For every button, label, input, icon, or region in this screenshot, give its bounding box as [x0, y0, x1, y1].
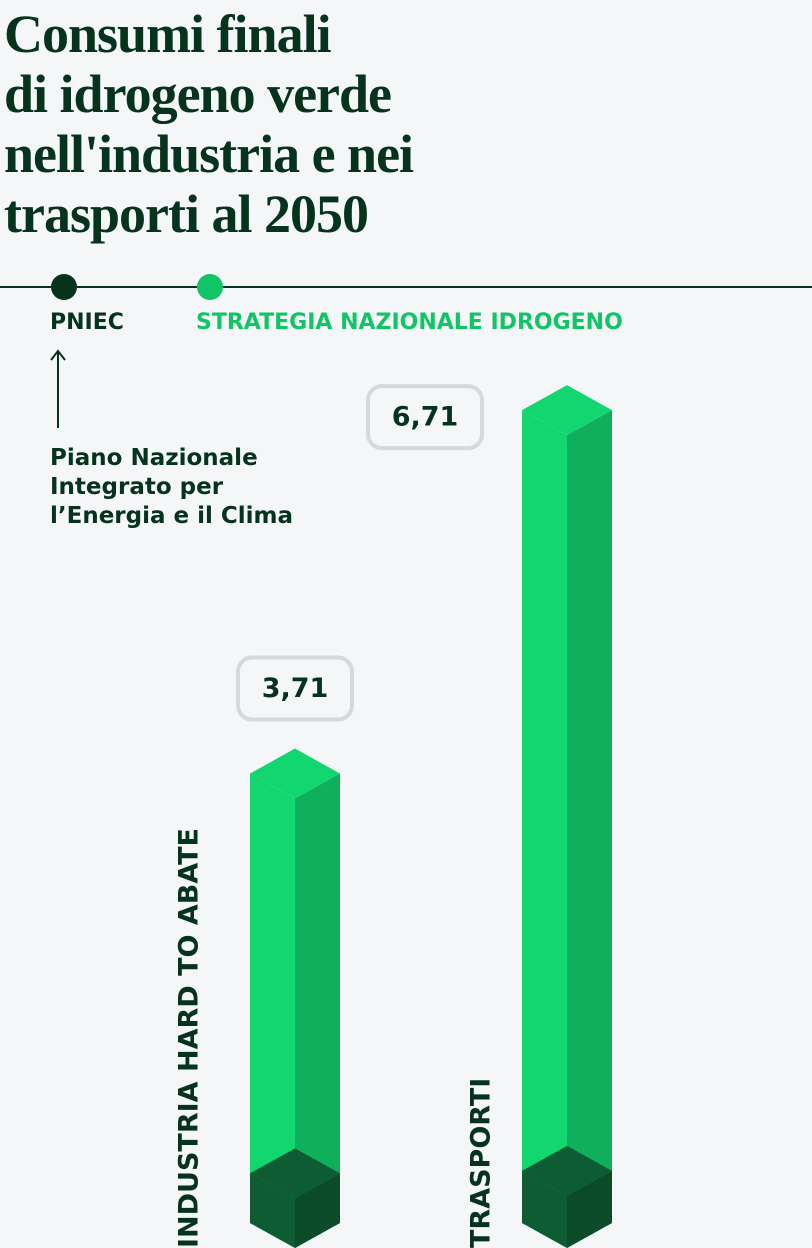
- annotation: Piano Nazionale Integrato per l’Energia …: [50, 445, 294, 529]
- bar-right-face: [295, 1173, 340, 1248]
- annotation-arrow-head: [50, 349, 66, 361]
- bar: [522, 385, 612, 1248]
- bar-left-face: [522, 410, 567, 1248]
- bar-right-face: [567, 1170, 612, 1248]
- legend-label: PNIEC: [50, 310, 124, 335]
- bar-top-face: [250, 748, 340, 799]
- bar-top-face: [250, 1148, 340, 1199]
- bar-right-face: [295, 773, 340, 1248]
- bar-left-face: [250, 1173, 295, 1248]
- legend-label: STRATEGIA NAZIONALE IDROGENO: [196, 310, 623, 335]
- x-tick-label: INDUSTRIA HARD TO ABATE: [174, 828, 205, 1248]
- value-label: 3,71: [262, 673, 329, 704]
- value-label-box: [236, 655, 354, 722]
- bar: [522, 1145, 612, 1248]
- bar: [250, 1148, 340, 1248]
- legend-swatch: [197, 274, 223, 300]
- bar-right-face: [567, 410, 612, 1248]
- value-label: 6,71: [392, 402, 459, 433]
- legend-swatch: [51, 274, 77, 300]
- value-label-box: [366, 384, 484, 451]
- bar: [250, 748, 340, 1248]
- chart-title: Consumi finali di idrogeno verde nell'in…: [4, 4, 414, 244]
- bar-left-face: [250, 773, 295, 1248]
- x-tick-label: TRASPORTI: [466, 1078, 497, 1248]
- bar-left-face: [522, 1170, 567, 1248]
- bar-top-face: [522, 385, 612, 436]
- bar-top-face: [522, 1145, 612, 1196]
